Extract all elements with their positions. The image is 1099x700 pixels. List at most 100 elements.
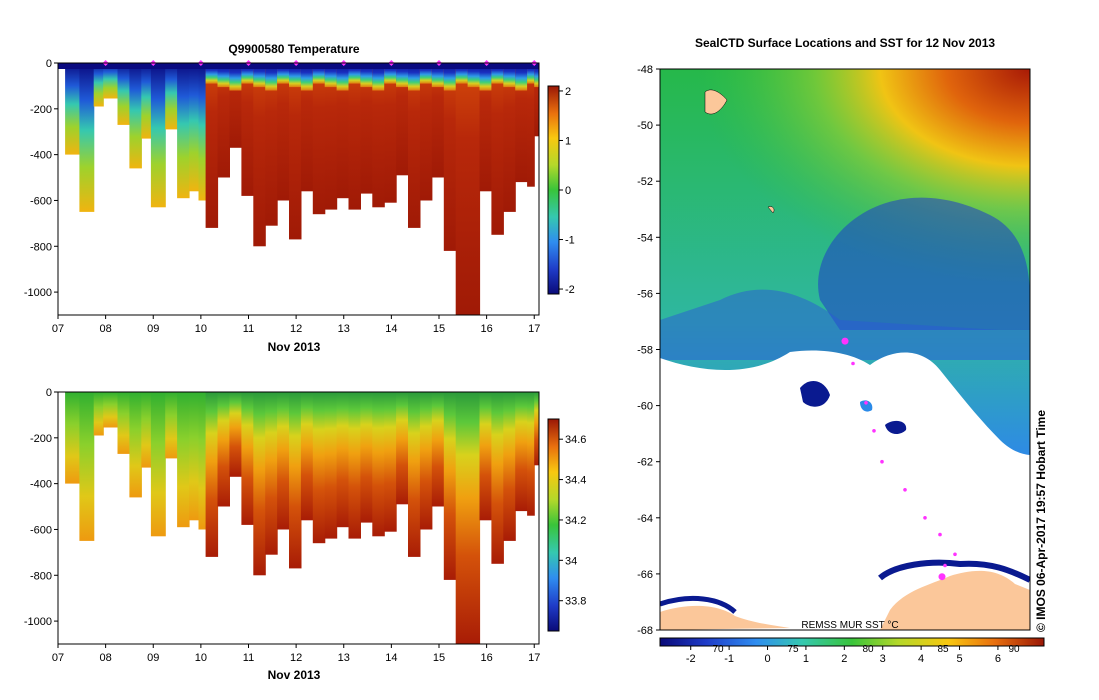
profile-column xyxy=(336,392,350,528)
y-tick-label: -600 xyxy=(30,195,52,207)
profile-column xyxy=(491,392,504,564)
track-point xyxy=(841,337,849,345)
sst-map xyxy=(660,69,1030,630)
profile-column xyxy=(277,63,290,201)
y-tick-label: -400 xyxy=(30,150,52,162)
coastal-polynya-west xyxy=(660,595,737,614)
sst-tick-label: 6 xyxy=(995,653,1001,665)
profile-column xyxy=(372,63,385,208)
antarctic-land-west xyxy=(660,605,790,630)
profile-column xyxy=(93,63,104,107)
sst-tick-label: 3 xyxy=(880,653,886,665)
profile-surface-layer xyxy=(324,63,338,88)
sst-upper-tick-label: 85 xyxy=(937,644,949,655)
y-tick-label: -200 xyxy=(30,104,52,116)
x-tick-label: 09 xyxy=(147,652,159,664)
track-point xyxy=(953,552,957,557)
profile-column xyxy=(253,63,266,247)
profile-column xyxy=(141,392,152,468)
colorbar-tick-label: 2 xyxy=(565,86,571,98)
profile-surface-layer xyxy=(431,63,445,88)
island xyxy=(767,206,775,214)
profile-column xyxy=(150,392,166,537)
map-latitude-axis: -48 -50 -52 -54 -56 -58 -60 -62 -64 -66 -68 xyxy=(637,64,660,637)
profile-column xyxy=(372,392,385,537)
coastal-polynya xyxy=(878,559,1030,583)
profile-column xyxy=(479,63,492,192)
x-tick-label: 15 xyxy=(433,652,445,664)
y-tick-label: -600 xyxy=(30,524,52,536)
profile-column xyxy=(431,392,445,507)
profile-column xyxy=(443,63,457,251)
profile-column xyxy=(141,63,152,139)
track-point xyxy=(903,488,907,492)
profile-column xyxy=(527,392,535,516)
profile-column xyxy=(165,63,178,130)
temperature-heatmap xyxy=(58,63,539,315)
profile-column xyxy=(479,392,492,521)
temperature-x-label: Nov 2013 xyxy=(268,340,321,354)
profile-surface-layer xyxy=(300,63,314,91)
profile-surface-layer xyxy=(360,63,373,88)
profile-column xyxy=(265,63,278,226)
profile-column xyxy=(229,392,242,477)
sst-tick-label: -1 xyxy=(724,653,734,665)
profile-column xyxy=(65,63,80,155)
x-tick-label: 16 xyxy=(480,323,492,335)
x-tick-label: 10 xyxy=(195,323,207,335)
lat-tick-label: -50 xyxy=(637,120,653,132)
colorbar-tick-label: 0 xyxy=(565,185,571,197)
colorbar-tick-label: -2 xyxy=(565,284,575,296)
profile-surface-layer xyxy=(467,63,481,88)
profile-column xyxy=(189,392,200,521)
lat-tick-label: -62 xyxy=(637,457,653,469)
profile-column xyxy=(300,63,314,192)
y-tick-label: 0 xyxy=(46,58,52,70)
y-tick-label: -800 xyxy=(30,241,52,253)
profile-column xyxy=(289,63,302,240)
temperature-thermocline-band xyxy=(58,63,539,69)
profile-column xyxy=(103,392,119,428)
x-tick-label: 11 xyxy=(243,323,254,335)
profile-column xyxy=(165,392,178,459)
profile-column xyxy=(289,392,302,569)
map-panel-title: SealCTD Surface Locations and SST for 12… xyxy=(695,36,995,50)
profile-column xyxy=(205,392,219,557)
profile-column xyxy=(467,392,481,644)
x-tick-label: 07 xyxy=(52,323,64,335)
lat-tick-label: -48 xyxy=(637,64,653,76)
profile-surface-layer xyxy=(289,63,302,88)
x-tick-label: 14 xyxy=(385,652,397,664)
profile-column xyxy=(455,392,469,644)
sst-cold-south xyxy=(660,289,1030,360)
profile-column xyxy=(384,63,397,203)
y-tick-label: -800 xyxy=(30,570,52,582)
profile-column xyxy=(515,63,528,183)
sst-tick-label: 4 xyxy=(918,653,924,665)
sst-tick-label: 0 xyxy=(764,653,770,665)
profile-surface-layer xyxy=(443,63,457,91)
lat-tick-label: -60 xyxy=(637,401,653,413)
profile-column xyxy=(241,63,254,196)
profile-column xyxy=(431,63,445,178)
profile-column xyxy=(348,63,361,210)
profile-column xyxy=(336,63,350,199)
profile-column xyxy=(312,63,326,215)
salinity-colorbar xyxy=(547,418,560,632)
antarctic-land xyxy=(880,570,1030,630)
colorbar-tick-label: -1 xyxy=(565,235,575,247)
profile-column xyxy=(455,63,469,315)
colorbar-tick-label: 34.6 xyxy=(565,434,586,446)
profile-column xyxy=(79,392,95,541)
profile-column xyxy=(177,63,190,199)
sst-tick-label: 2 xyxy=(841,653,847,665)
profile-surface-layer xyxy=(515,63,528,91)
colorbar-tick-label: 34 xyxy=(565,555,577,567)
sst-tick-label: 1 xyxy=(803,653,809,665)
profile-surface-layer xyxy=(503,63,516,88)
y-tick-label: -1000 xyxy=(24,287,52,299)
salinity-plot-frame xyxy=(57,391,540,645)
x-tick-label: 17 xyxy=(528,652,540,664)
profile-column xyxy=(217,63,230,178)
